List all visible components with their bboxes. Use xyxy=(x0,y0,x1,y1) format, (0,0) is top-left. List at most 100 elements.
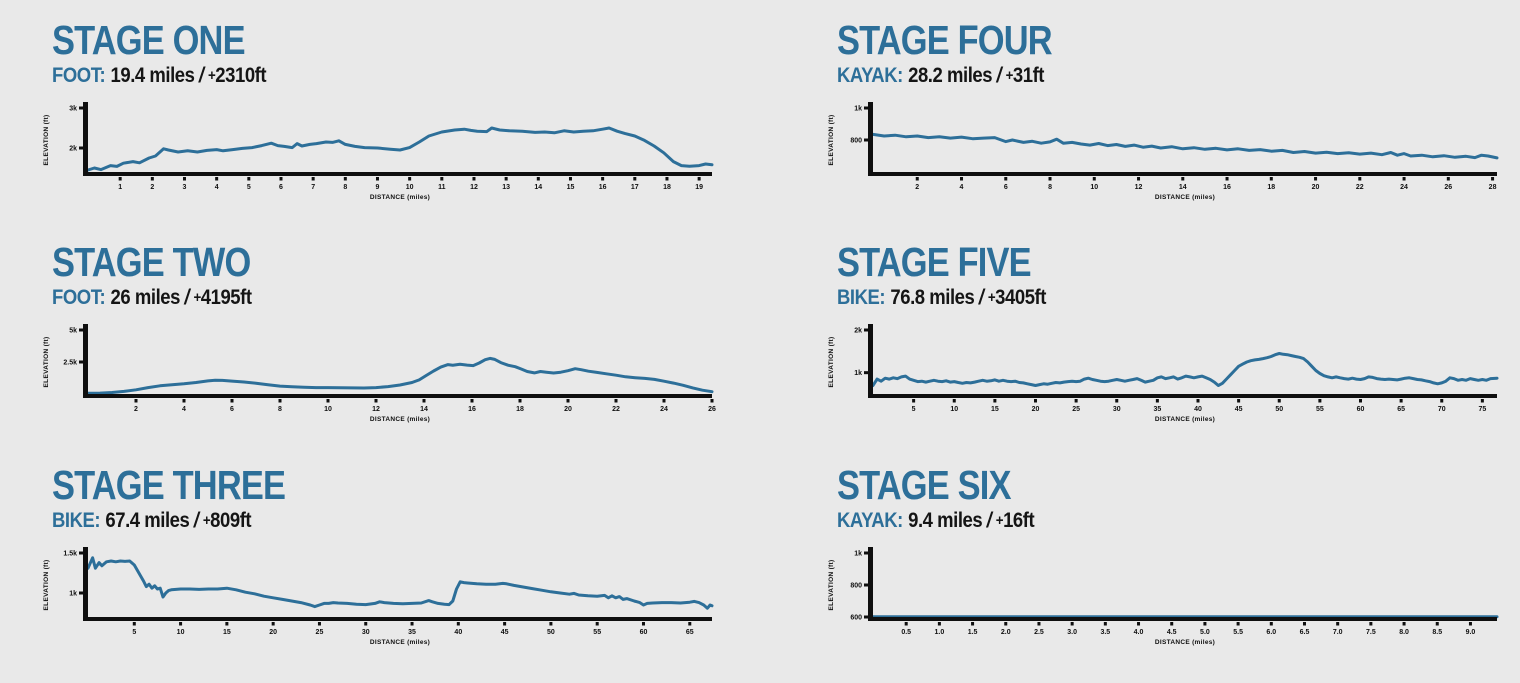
x-tick-label: 12 xyxy=(372,406,380,413)
activity-label: FOOT: xyxy=(52,286,106,310)
y-tick xyxy=(864,371,868,375)
x-tick xyxy=(1103,621,1107,626)
elevation-chart: 2k 1k 5 10 15 20 25 30 35 40 45 50 55 60 65 70 75 DISTANC… xyxy=(828,324,1499,423)
x-axis-label: DISTANCE (miles) xyxy=(370,194,430,201)
x-tick xyxy=(1092,177,1096,181)
x-tick xyxy=(374,399,378,403)
x-tick-label: 16 xyxy=(1223,184,1231,191)
x-tick-label: 60 xyxy=(640,629,648,636)
y-tick-label: 2k xyxy=(854,328,862,335)
y-tick-label: 2k xyxy=(69,146,77,153)
x-tick xyxy=(1269,177,1273,181)
x-tick xyxy=(937,621,941,626)
y-tick xyxy=(79,551,83,555)
x-tick-label: 25 xyxy=(316,629,324,636)
x-tick-label: 35 xyxy=(1153,406,1161,413)
stage-panel: STAGE FOUR KAYAK: 28.2 miles / +31ft 1k 800 2… xyxy=(823,20,1499,228)
x-tick-label: 5 xyxy=(247,184,251,191)
x-axis-spine xyxy=(83,616,712,621)
x-tick-label: 12 xyxy=(1135,184,1143,191)
x-tick xyxy=(150,177,154,181)
x-tick-label: 6.0 xyxy=(1266,629,1276,636)
x-tick-label: 2.0 xyxy=(1001,629,1011,636)
y-tick xyxy=(864,328,868,332)
x-tick xyxy=(1115,399,1119,403)
x-tick-label: 20 xyxy=(269,629,277,636)
separator-slash: / xyxy=(978,286,984,310)
x-tick-label: 4 xyxy=(182,406,186,413)
x-tick xyxy=(1435,621,1439,626)
x-tick xyxy=(536,177,540,181)
x-tick-label: 50 xyxy=(1275,406,1283,413)
stage-subtitle: FOOT: 26 miles / +4195ft xyxy=(52,286,647,310)
x-tick-label: 5.0 xyxy=(1200,629,1210,636)
x-tick-label: 60 xyxy=(1357,406,1365,413)
x-tick-label: 70 xyxy=(1438,406,1446,413)
y-tick xyxy=(79,591,83,595)
x-tick-label: 8 xyxy=(1048,184,1052,191)
x-tick-label: 3.0 xyxy=(1067,629,1077,636)
activity-label: KAYAK: xyxy=(837,64,903,87)
stage-header: STAGE TWO FOOT: 26 miles / +4195ft xyxy=(52,242,728,310)
x-tick xyxy=(1225,177,1229,181)
x-tick-label: 65 xyxy=(1397,406,1405,413)
x-tick xyxy=(993,399,997,403)
x-tick xyxy=(1277,399,1281,403)
x-tick xyxy=(1336,621,1340,626)
x-tick-label: 1 xyxy=(118,184,122,191)
elevation-gain-plus: + xyxy=(1005,67,1014,84)
x-tick-label: 45 xyxy=(501,629,509,636)
x-tick xyxy=(688,621,692,626)
x-tick-label: 5 xyxy=(912,406,916,413)
x-tick-label: 7 xyxy=(311,184,315,191)
stage-subtitle: BIKE: 67.4 miles / +809ft xyxy=(52,509,647,533)
x-tick-label: 40 xyxy=(1194,406,1202,413)
x-axis-spine xyxy=(868,394,1497,399)
x-tick-label: 10 xyxy=(1090,184,1098,191)
y-tick xyxy=(79,360,83,364)
distance-value: 19.4 miles xyxy=(110,64,195,87)
x-tick xyxy=(1070,621,1074,626)
x-tick xyxy=(1074,399,1078,403)
x-tick-label: 10 xyxy=(177,629,185,636)
elevation-profile-line xyxy=(86,555,714,610)
elevation-chart-wrap: 1k 800 2 4 6 8 10 12 14 16 18 20 22 24 26 28 DISTANCE (m… xyxy=(823,98,1499,207)
stage-panel: STAGE THREE BIKE: 67.4 miles / +809ft 1.5k 1… xyxy=(38,461,728,673)
elevation-profile-line xyxy=(871,132,1499,160)
x-tick-label: 65 xyxy=(686,629,694,636)
elevation-gain-plus: + xyxy=(995,511,1004,529)
elevation-chart-wrap: 2k 1k 5 10 15 20 25 30 35 40 45 50 55 60 65 70 75 DISTANC… xyxy=(823,320,1499,429)
x-tick-label: 10 xyxy=(406,184,414,191)
stage-title: STAGE SIX xyxy=(837,461,1011,508)
x-tick-label: 17 xyxy=(631,184,639,191)
elevation-profile-line xyxy=(871,352,1499,388)
x-tick-label: 2 xyxy=(915,184,919,191)
stage-title: STAGE THREE xyxy=(52,461,286,508)
distance-value: 28.2 miles xyxy=(908,64,993,87)
elevation-gain-plus: + xyxy=(202,511,211,529)
x-tick xyxy=(1440,399,1444,403)
x-tick xyxy=(1170,621,1174,626)
y-tick xyxy=(79,106,83,110)
x-tick-label: 1.5 xyxy=(968,629,978,636)
x-tick-label: 22 xyxy=(612,406,620,413)
x-tick-label: 0.5 xyxy=(901,629,911,636)
x-tick-label: 24 xyxy=(660,406,668,413)
x-tick-label: 16 xyxy=(468,406,476,413)
x-tick-label: 13 xyxy=(502,184,510,191)
distance-value: 76.8 miles xyxy=(890,286,975,310)
x-tick-label: 14 xyxy=(534,184,542,191)
x-tick xyxy=(1004,621,1008,626)
x-tick-label: 9.0 xyxy=(1466,629,1476,636)
stage-title: STAGE FIVE xyxy=(837,239,1032,286)
x-tick xyxy=(1359,399,1362,403)
y-tick-label: 800 xyxy=(850,582,862,589)
x-tick xyxy=(595,621,599,626)
x-tick xyxy=(1196,399,1200,403)
x-tick-label: 7.0 xyxy=(1333,629,1343,636)
y-tick-label: 600 xyxy=(850,614,862,621)
distance-value: 67.4 miles xyxy=(105,508,190,532)
separator-slash: / xyxy=(193,508,199,532)
elevation-gain-plus: + xyxy=(193,289,201,307)
